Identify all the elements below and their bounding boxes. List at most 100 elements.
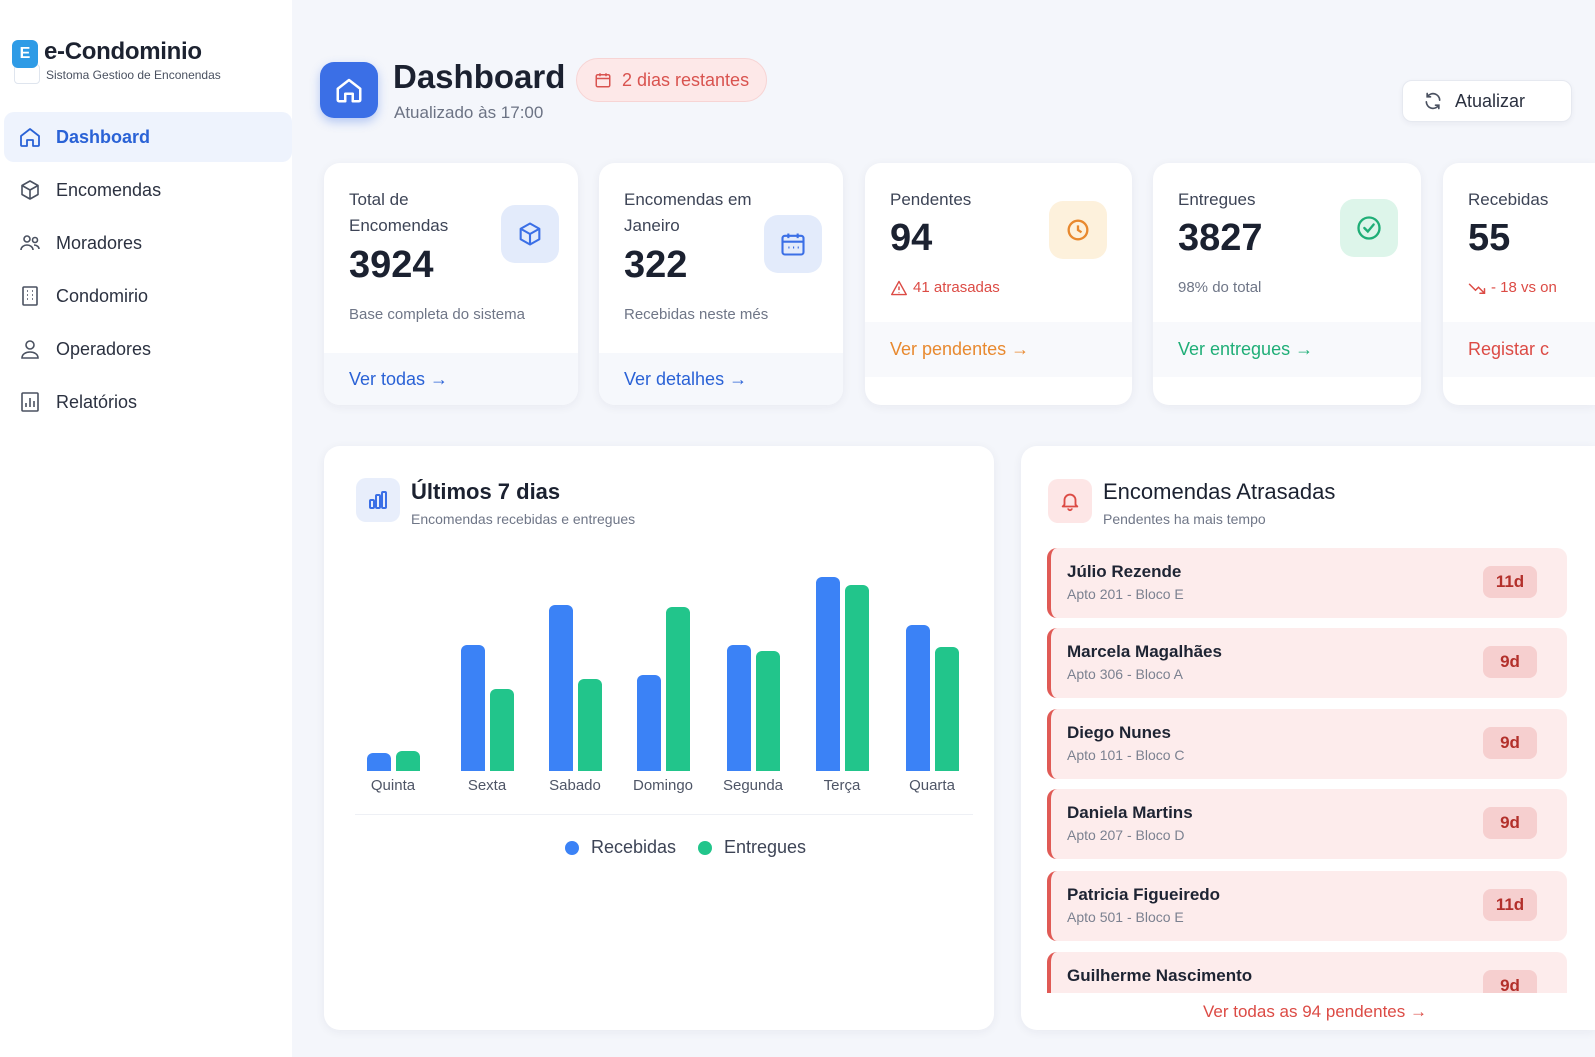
chart-title: Últimos 7 dias: [411, 479, 561, 504]
chart-divider: [355, 814, 973, 815]
stat-icon-box: [1340, 199, 1398, 257]
bar-entregues-sabado[interactable]: [577, 679, 602, 771]
chart-subtitle: Encomendas recebidas e entregues: [411, 511, 636, 527]
stat-value: 3827: [1178, 217, 1263, 259]
sidebar-item-label: Condomirio: [56, 285, 149, 306]
legend-label: Recebidas: [591, 837, 677, 857]
trend-indicator: - 18 vs on: [1468, 279, 1557, 296]
stat-card-pending: Pendentes 94 41 atrasadas Ver pendentes …: [865, 163, 1132, 405]
sidebar: E e-Condominio Sistoma Gestioo de Encone…: [0, 0, 292, 1057]
stat-card-total: Total de Encomendas 3924 Base completa d…: [324, 163, 578, 405]
list-item[interactable]: Patricia Figueiredo Apto 501 - Bloco E 1…: [1047, 871, 1567, 941]
resident-name: Júlio Rezende: [1067, 562, 1182, 581]
brand-logo-icon: E: [10, 38, 40, 84]
refresh-button[interactable]: Atualizar: [1402, 80, 1572, 122]
cube-icon: [519, 222, 541, 246]
stat-footer-link[interactable]: Ver entregues →: [1153, 322, 1421, 377]
resident-apartment: Apto 101 - Bloco C: [1067, 747, 1185, 763]
days-remaining-label: 2 dias restantes: [622, 69, 750, 90]
resident-apartment: Apto 501 - Bloco E: [1067, 909, 1184, 925]
legend-item-recebidas[interactable]: Recebidas: [565, 837, 676, 858]
bell-icon: [1061, 493, 1079, 512]
bar-entregues-domingo[interactable]: [665, 607, 690, 771]
resident-name: Diego Nunes: [1067, 723, 1171, 742]
package-icon: [21, 180, 39, 200]
bar-recebidas-terça[interactable]: [815, 577, 840, 771]
brand[interactable]: E e-Condominio Sistoma Gestioo de Encone…: [10, 38, 221, 84]
stat-card-month: Encomendas em Janeiro 322 Recebidas nest…: [599, 163, 843, 405]
view-delivered-link[interactable]: Ver entregues →: [1178, 339, 1314, 359]
bar-entregues-terça[interactable]: [844, 585, 869, 771]
stat-footer-link[interactable]: Ver pendentes →: [865, 322, 1132, 377]
stat-label: Total de Encomendas: [349, 190, 449, 235]
days-overdue-badge: 11d: [1483, 889, 1537, 921]
stat-icon-box: [764, 215, 822, 273]
stat-value: 94: [890, 217, 933, 259]
overdue-list: Júlio Rezende Apto 201 - Bloco E 11d Mar…: [1040, 545, 1595, 993]
stat-label: Pendentes: [890, 190, 972, 209]
x-tick-label: Quinta: [370, 777, 416, 794]
bar-recebidas-domingo[interactable]: [636, 675, 661, 771]
resident-apartment: Apto 306 - Bloco A: [1067, 666, 1183, 682]
stat-footer-link[interactable]: Ver todas →: [324, 353, 578, 405]
list-item[interactable]: Daniela Martins Apto 207 - Bloco D 9d: [1047, 789, 1567, 859]
sidebar-item-dashboard[interactable]: Dashboard: [4, 112, 292, 162]
building-icon: [22, 286, 38, 306]
bar-entregues-sexta[interactable]: [489, 689, 514, 771]
register-link[interactable]: Registar c: [1468, 339, 1550, 359]
stat-desc: 98% do total: [1178, 279, 1262, 296]
dashboard-header-icon: [320, 62, 378, 118]
stat-value: 55: [1468, 217, 1511, 259]
bar-recebidas-sexta[interactable]: [460, 645, 485, 771]
list-item[interactable]: Júlio Rezende Apto 201 - Bloco E 11d: [1047, 548, 1567, 618]
legend-item-entregues[interactable]: Entregues: [698, 837, 806, 858]
overdue-count: 41 atrasadas: [913, 279, 1000, 296]
bar-entregues-segunda[interactable]: [755, 651, 780, 771]
calendar-icon: [595, 73, 611, 88]
stat-card-delivered: Entregues 3827 98% do total Ver entregue…: [1153, 163, 1421, 405]
refresh-label: Atualizar: [1455, 90, 1526, 111]
stat-label: Entregues: [1178, 190, 1256, 209]
bar-recebidas-segunda[interactable]: [726, 645, 751, 771]
bar-recebidas-quarta[interactable]: [905, 625, 930, 771]
x-tick-label: Sexta: [467, 777, 507, 794]
sidebar-item-relatorios[interactable]: Relatórios: [4, 377, 292, 427]
days-overdue-badge: 9d: [1483, 807, 1537, 839]
page-title: Dashboard: [393, 58, 566, 95]
list-item[interactable]: Guilherme Nascimento 9d: [1047, 952, 1567, 993]
last-updated-text: Atualizado às 17:00: [394, 103, 544, 122]
warning-icon: [891, 280, 907, 295]
view-pending-link[interactable]: Ver pendentes →: [890, 339, 1030, 359]
bar-entregues-quinta[interactable]: [395, 751, 420, 771]
sidebar-item-moradores[interactable]: Moradores: [4, 218, 292, 268]
list-item[interactable]: Marcela Magalhães Apto 306 - Bloco A 9d: [1047, 628, 1567, 698]
stat-icon-box: [501, 205, 559, 263]
bar-recebidas-sabado[interactable]: [548, 605, 573, 771]
refresh-icon: [1425, 92, 1441, 110]
stat-label: Recebidas: [1468, 190, 1549, 209]
list-item[interactable]: Diego Nunes Apto 101 - Bloco C 9d: [1047, 709, 1567, 779]
stat-value: 3924: [349, 244, 434, 286]
view-details-link[interactable]: Ver detalhes →: [624, 368, 748, 389]
home-icon: [336, 78, 362, 103]
days-overdue-badge: 9d: [1483, 970, 1537, 993]
stat-value: 322: [624, 244, 688, 286]
sidebar-item-label: Dashboard: [56, 126, 151, 147]
stat-desc: Base completa do sistema: [349, 306, 525, 323]
report-icon: [21, 392, 39, 412]
bar-recebidas-quinta[interactable]: [366, 753, 391, 771]
days-overdue-badge: 9d: [1483, 646, 1537, 678]
chart-panel-icon-box: [356, 478, 400, 522]
resident-apartment: Apto 207 - Bloco D: [1067, 827, 1185, 843]
stat-desc: Recebidas neste més: [624, 306, 769, 323]
view-all-link[interactable]: Ver todas →: [349, 368, 449, 389]
sidebar-item-label: Encomendas: [56, 179, 162, 200]
bar-entregues-quarta[interactable]: [934, 647, 959, 771]
sidebar-item-encomendas[interactable]: Encomendas: [4, 165, 292, 215]
sidebar-item-condominio[interactable]: Condomirio: [4, 271, 292, 321]
sidebar-item-operadores[interactable]: Operadores: [4, 324, 292, 374]
resident-name: Daniela Martins: [1067, 803, 1193, 822]
stat-footer-link[interactable]: Ver detalhes →: [599, 353, 843, 405]
stat-footer-link[interactable]: Registar c: [1443, 322, 1595, 377]
view-all-pending-link[interactable]: Ver todas as 94 pendentes →: [1203, 1002, 1427, 1021]
